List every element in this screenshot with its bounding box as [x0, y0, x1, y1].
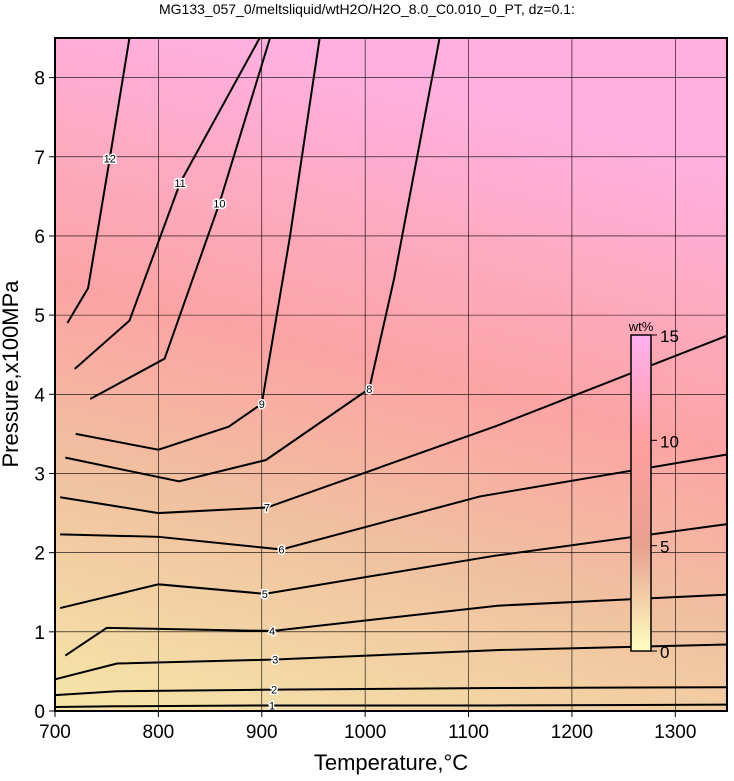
y-tick-label: 6 — [34, 227, 45, 248]
contour-label: 3 — [272, 655, 278, 667]
y-tick-label: 8 — [34, 69, 45, 90]
contour-line — [54, 643, 728, 681]
plot-background — [55, 38, 727, 711]
contour-line — [66, 37, 131, 324]
x-tick-label: 700 — [39, 722, 71, 743]
contour-line — [65, 37, 441, 483]
y-axis-label: Pressure,x100MPa — [0, 280, 23, 468]
contour-label: 6 — [278, 544, 284, 556]
x-tick-label: 1100 — [448, 722, 489, 743]
colorbar-tick-label: 10 — [660, 432, 679, 451]
contour-line — [59, 523, 728, 610]
contour-line — [54, 703, 728, 709]
x-axis-label: Temperature,°C — [314, 750, 468, 775]
colorbar-tick-label: 5 — [660, 538, 669, 557]
contour-label: 10 — [213, 198, 225, 210]
contour-label: 12 — [104, 153, 116, 165]
x-tick-label: 1200 — [551, 722, 593, 743]
contour-label: 1 — [269, 700, 275, 712]
contour-line — [60, 334, 728, 515]
contour-line — [60, 453, 728, 551]
colorbar-tick-label: 0 — [660, 643, 669, 662]
colorbar — [630, 334, 652, 652]
y-tick-label: 4 — [34, 385, 45, 406]
contour-label: 2 — [271, 685, 277, 697]
y-tick-label: 7 — [34, 148, 45, 169]
y-tick-label: 5 — [34, 306, 45, 327]
contour-label: 9 — [259, 399, 265, 411]
x-tick-label: 1300 — [654, 722, 696, 743]
contour-label: 5 — [262, 589, 268, 601]
y-tick-label: 3 — [34, 464, 45, 485]
colorbar-label: wt% — [628, 319, 654, 334]
contour-label: 8 — [366, 384, 372, 396]
contour-label: 11 — [174, 178, 185, 190]
contour-line — [75, 37, 321, 451]
plot-frame — [54, 37, 728, 712]
colorbar-tick-label: 15 — [660, 327, 679, 346]
contour-label: 4 — [269, 626, 275, 638]
contour-line — [89, 37, 271, 400]
contour-line — [73, 37, 261, 370]
y-tick-label: 1 — [34, 623, 45, 644]
contour-line — [64, 593, 728, 657]
x-tick-label: 900 — [246, 722, 278, 743]
y-tick-label: 0 — [34, 702, 45, 723]
contour-line — [54, 686, 728, 697]
y-tick-label: 2 — [34, 544, 45, 565]
contour-label: 7 — [264, 503, 270, 515]
chart-title: MG133_057_0/meltsliquid/wtH2O/H2O_8.0_C0… — [159, 1, 575, 17]
x-tick-label: 1000 — [344, 722, 386, 743]
x-tick-label: 800 — [143, 722, 175, 743]
